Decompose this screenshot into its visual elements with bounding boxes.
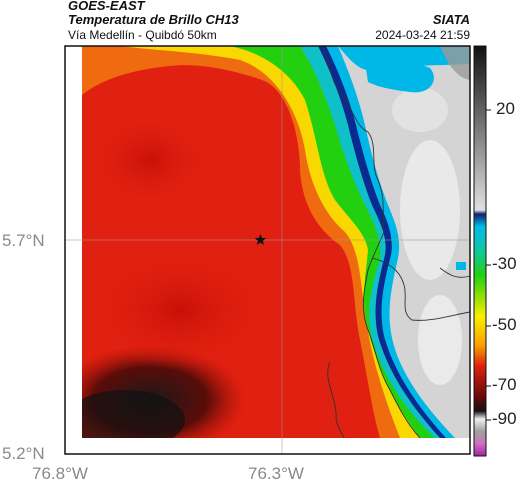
colorbar: [473, 45, 487, 457]
colorbar-label: -70: [492, 375, 517, 394]
star-marker: [254, 233, 267, 246]
datetime-label: 2024-03-24 21:59: [375, 28, 470, 42]
colorbar-label: -90: [492, 409, 517, 428]
coastline: [321, 45, 471, 439]
colorbar-label: -50: [492, 315, 517, 334]
x-tick-label: 76.3°W: [248, 464, 304, 483]
colorbar-label: -30: [492, 254, 517, 273]
colorbar-ticks: [486, 109, 491, 421]
product-title: Temperatura de Brillo CH13: [68, 12, 239, 27]
satellite-title: GOES-EAST: [68, 0, 145, 13]
map-border: [64, 45, 471, 455]
y-tick-label: 5.2°N: [2, 444, 45, 463]
y-tick-label: 5.7°N: [2, 231, 45, 250]
x-tick-label: 76.8°W: [32, 464, 88, 483]
location-label: Vía Medellín - Quibdó 50km: [68, 28, 217, 42]
gridlines: [65, 46, 470, 454]
organization-label: SIATA: [432, 12, 470, 27]
temperature-field: [82, 46, 470, 438]
colorbar-label: 20: [496, 99, 515, 118]
